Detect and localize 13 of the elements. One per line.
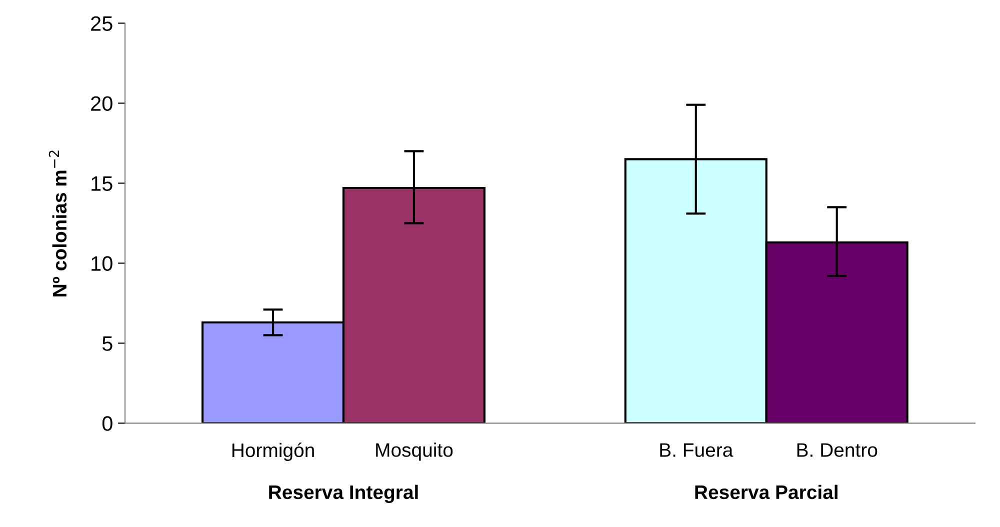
y-tick-label: 20 <box>91 96 112 111</box>
y-axis-title: Nº colonias m$^{−2}$ <box>48 150 67 296</box>
x-tick-label: Hormigón <box>232 442 314 461</box>
y-tick-label: 10 <box>92 256 112 271</box>
text: Reserva Parcial <box>695 484 838 500</box>
x-tick-label: Mosquito <box>376 442 453 461</box>
text: Reserva Integral <box>269 484 418 504</box>
y-tick-label: 0 <box>102 416 112 431</box>
y-tick-label: 5 <box>102 336 112 351</box>
y-tick-label: 15 <box>92 176 112 191</box>
x-tick-label: B. Fuera <box>660 443 734 457</box>
x-tick-label: B. Dentro <box>797 443 878 457</box>
y-tick-label: 25 <box>91 16 112 31</box>
